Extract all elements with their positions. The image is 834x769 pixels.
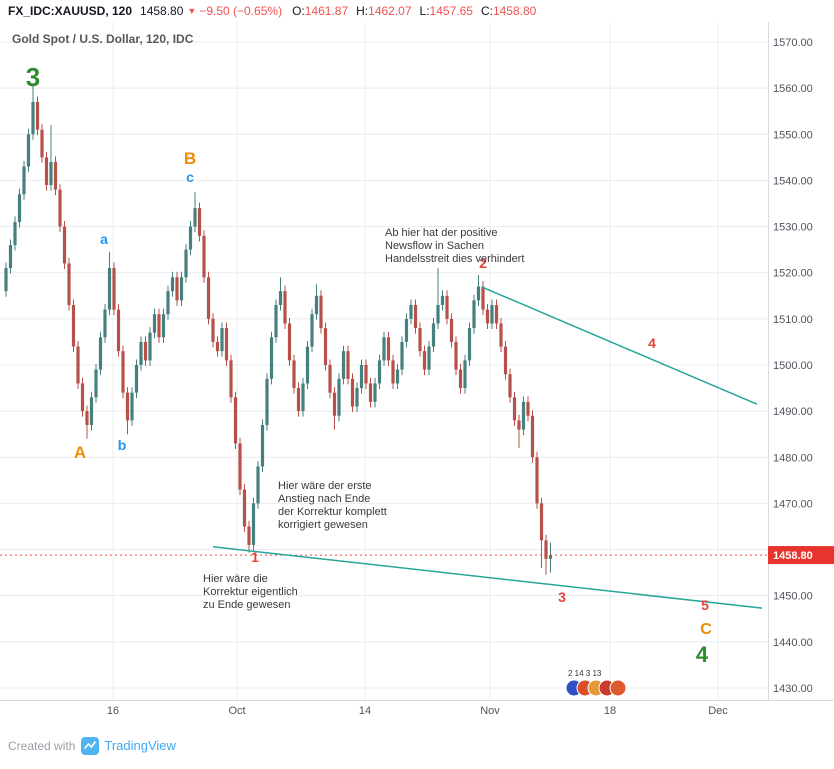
wave-label[interactable]: 1 xyxy=(251,549,259,565)
low-value: 1457.65 xyxy=(429,4,473,18)
wave-label[interactable]: C xyxy=(700,621,712,638)
price-tick-label: 1550.00 xyxy=(773,129,813,141)
price-tick-label: 1510.00 xyxy=(773,314,813,326)
price-tick-label: 1570.00 xyxy=(773,37,813,49)
price-tick-label: 1540.00 xyxy=(773,175,813,187)
price-tick-label: 1440.00 xyxy=(773,637,813,649)
last-price-tag-label: 1458.80 xyxy=(773,550,813,562)
high-label: H: xyxy=(356,4,369,18)
legend-bar: FX_IDC:XAUUSD, 120 1458.80 ▼ −9.50 (−0.6… xyxy=(0,0,834,22)
tradingview-link[interactable]: TradingView xyxy=(104,738,176,753)
annotation-notes[interactable]: Ab hier hat der positive Newsflow in Sach… xyxy=(203,227,524,611)
price-tick-label: 1490.00 xyxy=(773,406,813,418)
price-tick-label: 1430.00 xyxy=(773,683,813,695)
close-label: C: xyxy=(480,4,493,18)
time-tick-label: 18 xyxy=(604,705,616,717)
price-tick-label: 1500.00 xyxy=(773,360,813,372)
price-tick-label: 1560.00 xyxy=(773,83,813,95)
price-tick-label: 1520.00 xyxy=(773,268,813,280)
open-value: 1461.87 xyxy=(304,4,349,18)
time-tick-label: Nov xyxy=(480,705,500,717)
open-label: O: xyxy=(292,4,305,18)
price-axis[interactable]: 1570.00 1560.00 1550.00 1540.00 1530.00 1520.… xyxy=(773,37,813,695)
time-tick-label: 14 xyxy=(359,705,371,717)
wave-label[interactable]: A xyxy=(74,443,86,462)
wave-label[interactable]: B xyxy=(184,149,196,168)
triangle-down-icon: ▼ xyxy=(187,6,197,16)
tradingview-logo-icon[interactable] xyxy=(81,736,100,755)
trend-line[interactable] xyxy=(481,286,758,405)
wave-label[interactable]: 3 xyxy=(26,62,40,92)
wave-label[interactable]: 5 xyxy=(701,597,709,613)
trend-line[interactable] xyxy=(212,546,763,609)
annotation-note[interactable]: Ab hier hat der positive Newsflow in Sach… xyxy=(385,227,524,265)
price-tick-label: 1480.00 xyxy=(773,452,813,464)
annotation-note[interactable]: Hier wäre die Korrektur eigentlich zu Ende… xyxy=(203,573,298,611)
grid-lines xyxy=(0,22,768,700)
time-axis[interactable]: 16 Oct 14 Nov 18 Dec xyxy=(107,705,728,717)
price-tick-label: 1530.00 xyxy=(773,222,813,234)
footer: Created with TradingView xyxy=(0,722,834,769)
low-label: L: xyxy=(419,4,430,18)
price-tick-label: 1470.00 xyxy=(773,498,813,510)
event-marker[interactable] xyxy=(609,679,627,697)
wave-label[interactable]: 4 xyxy=(696,642,709,667)
wave-label[interactable]: a xyxy=(100,231,108,247)
high-value: 1462.07 xyxy=(368,4,412,18)
time-tick-label: Dec xyxy=(708,705,728,717)
event-markers[interactable]: 2 14 3 13 xyxy=(565,669,627,697)
event-marker-counts: 2 14 3 13 xyxy=(568,669,602,678)
wave-label[interactable]: 2 xyxy=(479,255,487,271)
symbol-title[interactable]: FX_IDC:XAUUSD, 120 xyxy=(8,4,133,18)
axis-borders xyxy=(0,22,834,701)
wave-labels[interactable]: 3 Bc a A b 2 1 3 4 5 C 4 xyxy=(26,62,712,667)
wave-label[interactable]: 4 xyxy=(648,335,656,351)
close-value: 1458.80 xyxy=(492,4,537,18)
wave-label[interactable]: 3 xyxy=(558,589,566,605)
last-price-value: 1458.80 xyxy=(140,4,184,18)
annotation-note[interactable]: Hier wäre der erste Anstieg nach Ende der … xyxy=(278,480,387,531)
candles xyxy=(4,85,553,575)
wave-label[interactable]: c xyxy=(186,169,194,185)
price-change: −9.50 (−0.65%) xyxy=(199,4,283,18)
time-tick-label: 16 xyxy=(107,705,119,717)
last-price-tag: 1458.80 xyxy=(768,546,834,565)
footer-created-with-text: Created with xyxy=(8,738,76,753)
price-tick-label: 1450.00 xyxy=(773,591,813,603)
chart-canvas[interactable]: 3 Bc a A b 2 1 3 4 5 C 4 Ab hier hat der positive New… xyxy=(0,22,834,722)
time-tick-label: Oct xyxy=(228,705,245,717)
wave-label[interactable]: b xyxy=(118,437,127,453)
